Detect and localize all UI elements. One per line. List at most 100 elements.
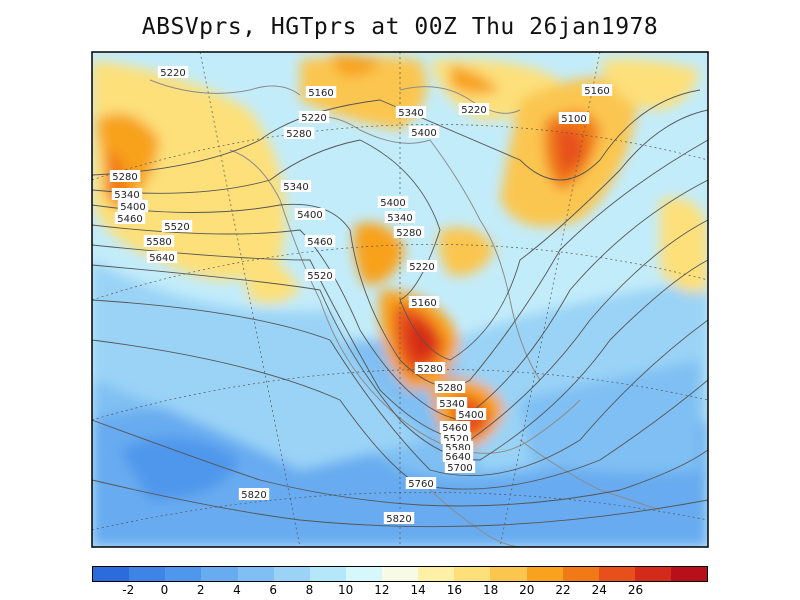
- svg-text:5700: 5700: [447, 463, 472, 474]
- svg-text:5280: 5280: [286, 129, 311, 140]
- svg-text:5400: 5400: [380, 198, 405, 209]
- svg-text:5160: 5160: [411, 298, 436, 309]
- svg-text:5760: 5760: [408, 479, 433, 490]
- svg-text:5460: 5460: [307, 237, 332, 248]
- colorbar-tick-label: 0: [160, 583, 169, 597]
- contour-label: 5280: [414, 362, 446, 375]
- colorbar-swatch: [598, 567, 635, 581]
- colorbar-swatch: [201, 567, 238, 581]
- svg-text:5340: 5340: [439, 399, 464, 410]
- svg-text:5160: 5160: [584, 86, 609, 97]
- svg-text:5340: 5340: [283, 182, 308, 193]
- colorbar-swatch: [526, 567, 563, 581]
- svg-text:5520: 5520: [443, 434, 468, 445]
- colorbar-swatch: [490, 567, 527, 581]
- colorbar-tick-label: 24: [591, 583, 607, 597]
- contour-label: 5640: [442, 450, 474, 463]
- svg-text:5220: 5220: [301, 113, 326, 124]
- contour-label: 5640: [146, 251, 178, 264]
- svg-text:5160: 5160: [308, 88, 333, 99]
- svg-text:5580: 5580: [445, 443, 470, 454]
- colorbar-swatch: [418, 567, 455, 581]
- contour-label: 5400: [377, 196, 409, 209]
- svg-text:5340: 5340: [387, 213, 412, 224]
- svg-text:5220: 5220: [160, 68, 185, 79]
- colorbar: [92, 566, 708, 582]
- contour-label: 5220: [298, 111, 330, 124]
- contour-label: 5160: [305, 86, 337, 99]
- contour-label: 5400: [408, 126, 440, 139]
- contour-label: 5280: [109, 170, 141, 183]
- colorbar-tick-label: 6: [269, 583, 277, 597]
- colorbar-tick-label: 20: [519, 583, 535, 597]
- map-border: [91, 51, 709, 548]
- svg-text:5520: 5520: [307, 271, 332, 282]
- contour-label: 5160: [581, 84, 613, 97]
- svg-text:5640: 5640: [445, 452, 470, 463]
- colorbar-tick-label: 4: [233, 583, 241, 597]
- colorbar-swatch: [93, 567, 130, 581]
- colorbar-swatch: [237, 567, 274, 581]
- contour-label: 5400: [117, 200, 149, 213]
- contour-label: 5520: [161, 220, 193, 233]
- colorbar-swatch: [309, 567, 346, 581]
- svg-text:5400: 5400: [411, 128, 436, 139]
- colorbar-tick-label: 8: [305, 583, 314, 597]
- colorbar-tick-label: 12: [374, 583, 390, 597]
- colorbar-swatch: [129, 567, 166, 581]
- svg-text:5580: 5580: [146, 237, 171, 248]
- contour-label: 5700: [444, 461, 476, 474]
- colorbar-swatch: [454, 567, 491, 581]
- svg-text:5280: 5280: [396, 228, 421, 239]
- contour-label: 5820: [383, 512, 415, 525]
- svg-text:5820: 5820: [386, 514, 411, 525]
- svg-text:5520: 5520: [164, 222, 189, 233]
- contour-label: 5460: [439, 421, 471, 434]
- svg-text:5220: 5220: [461, 105, 486, 116]
- colorbar-swatch: [562, 567, 599, 581]
- svg-text:5280: 5280: [437, 383, 462, 394]
- contour-label: 5220: [458, 103, 490, 116]
- svg-text:5100: 5100: [561, 114, 586, 125]
- contour-label: 5760: [405, 477, 437, 490]
- contour-label: 5160: [408, 296, 440, 309]
- colorbar-swatch: [165, 567, 202, 581]
- colorbar-swatch: [273, 567, 310, 581]
- colorbar-swatch: [671, 567, 708, 581]
- colorbar-tick-label: 2: [196, 583, 205, 597]
- contour-label: 5340: [395, 106, 427, 119]
- colorbar-swatch: [382, 567, 419, 581]
- colorbar-swatch: [634, 567, 671, 581]
- contour-label: 5340: [280, 180, 312, 193]
- colorbar-tick-label: 10: [338, 583, 354, 597]
- grid-lines: [92, 52, 708, 547]
- colorbar-tick-label: -2: [122, 583, 135, 597]
- contour-label: 5100: [558, 112, 590, 125]
- contour-label: 5400: [455, 408, 487, 421]
- contour-label: 5280: [393, 226, 425, 239]
- svg-text:5640: 5640: [149, 253, 174, 264]
- contour-label: 5220: [157, 66, 189, 79]
- svg-text:5400: 5400: [458, 410, 483, 421]
- svg-text:5460: 5460: [117, 214, 142, 225]
- svg-text:5280: 5280: [417, 364, 442, 375]
- colorbar-labels: -2 0 2 4 6 8 10 12 14 16 18 20 22 24 26: [92, 583, 708, 597]
- contour-label: 5580: [143, 235, 175, 248]
- contour-label: 5280: [283, 127, 315, 140]
- contour-label: 5520: [304, 269, 336, 282]
- contour-labels: 5100 5160 5160 5160 5220 5220 5220 5220 5280 5280…: [109, 66, 613, 525]
- svg-text:5340: 5340: [398, 108, 423, 119]
- svg-text:5820: 5820: [241, 490, 266, 501]
- colorbar-tick-label: 16: [446, 583, 462, 597]
- colorbar-tick-label: 18: [482, 583, 499, 597]
- colorbar-tick-label: 26: [627, 583, 644, 597]
- contour-label: 5460: [114, 212, 146, 225]
- colorbar-swatch: [345, 567, 382, 581]
- svg-text:5340: 5340: [114, 190, 139, 201]
- coastlines: [149, 79, 661, 547]
- contour-label: 5400: [294, 208, 326, 221]
- svg-text:5460: 5460: [442, 423, 467, 434]
- colorbar-tick-label: 14: [410, 583, 426, 597]
- contour-label: 5220: [406, 260, 438, 273]
